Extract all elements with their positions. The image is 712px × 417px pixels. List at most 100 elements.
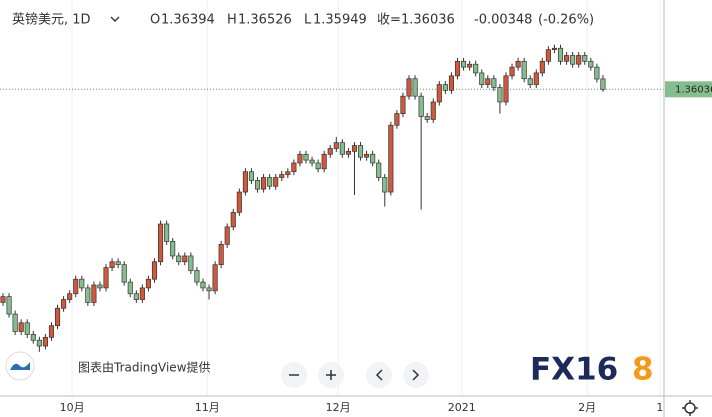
candle-body: [91, 284, 97, 303]
candle-body: [527, 78, 533, 85]
candle-body: [121, 264, 127, 283]
price-tag: 1.36036: [665, 81, 712, 98]
candle-body: [0, 296, 6, 303]
candle-body: [115, 261, 121, 266]
candle-body: [594, 66, 600, 80]
candle-body: [533, 72, 539, 85]
candle-body: [12, 313, 18, 332]
candle-body: [454, 60, 461, 77]
candle-body: [261, 177, 267, 190]
high-value: 1.36526: [238, 13, 292, 28]
candle-body: [497, 87, 503, 103]
candle-body: [430, 101, 436, 120]
candle-body: [42, 336, 48, 347]
logo-accent: 8: [632, 352, 654, 388]
scroll-left-button[interactable]: [366, 362, 392, 388]
candle-body: [406, 78, 412, 97]
tradingview-badge: 图表由TradingView提供: [5, 351, 211, 381]
zoom-controls: [281, 362, 429, 388]
candle-body: [442, 84, 448, 91]
candle-body: [327, 148, 333, 155]
candle-body: [582, 55, 588, 62]
candle-body: [97, 284, 103, 289]
low-label: L: [304, 13, 312, 28]
x-tick-label: 12月: [326, 401, 351, 414]
candle-body: [564, 55, 570, 62]
symbol: 英镑美元, 1D: [12, 12, 91, 28]
change-percent: (-0.26%): [538, 13, 594, 28]
candle-body: [230, 212, 236, 228]
candle-body: [67, 293, 73, 300]
candle-body: [461, 60, 467, 68]
candle-body: [351, 145, 358, 152]
logo-main: FX16: [530, 352, 618, 388]
candle-body: [309, 159, 315, 164]
high-label: H: [227, 13, 237, 28]
x-tick-label: 10月: [60, 401, 85, 414]
candle-body: [200, 281, 206, 289]
candle-body: [6, 296, 12, 315]
candle-body: [242, 171, 248, 193]
candle-body: [224, 226, 230, 245]
x-tick-label: 2月: [578, 401, 596, 414]
candle-body: [503, 75, 509, 103]
candle-body: [30, 334, 36, 341]
candle-body: [588, 60, 594, 68]
scroll-right-button[interactable]: [403, 362, 429, 388]
candle-body: [109, 261, 115, 268]
candle-body: [333, 142, 339, 149]
low-value: 1.35949: [313, 13, 367, 28]
candle-body: [339, 142, 345, 155]
candle-body: [539, 60, 545, 74]
watermark: 图表由TradingView提供: [78, 360, 211, 375]
candle-body: [176, 255, 182, 263]
candle-body: [376, 162, 382, 178]
candle-body: [521, 60, 527, 80]
close-value: 1.36036: [401, 13, 455, 28]
x-tick-label: 1: [656, 401, 663, 414]
candle-body: [418, 95, 424, 117]
candle-body: [212, 264, 218, 292]
candle-body: [145, 278, 151, 289]
candle-body: [206, 287, 212, 292]
candle-body: [479, 72, 485, 85]
right-icon: [412, 369, 420, 381]
x-tick-label: 11月: [195, 401, 220, 414]
candle-body: [382, 177, 388, 193]
candle-body: [297, 153, 303, 164]
last-price-bg: [665, 81, 712, 98]
candle-body: [170, 241, 176, 257]
candle-body: [515, 60, 521, 68]
candle-body: [236, 191, 242, 213]
last-price-label: 1.36036: [675, 84, 712, 95]
candle-body: [600, 78, 606, 90]
open-label: O: [150, 13, 160, 28]
candle-body: [285, 171, 291, 175]
left-icon: [375, 369, 383, 381]
candle-body: [73, 278, 79, 295]
candle-body: [133, 293, 139, 300]
candle-body: [36, 339, 42, 347]
candle-body: [570, 55, 576, 65]
tv-logo: [10, 362, 30, 370]
dropdown-chevron[interactable]: [110, 16, 120, 22]
candle-body: [491, 78, 497, 88]
candle-body: [194, 270, 200, 283]
candle-body: [164, 223, 170, 242]
candle-body: [291, 162, 297, 173]
candle-body: [85, 287, 91, 303]
candle-body: [345, 151, 351, 155]
candle-body: [448, 75, 454, 91]
candle-body: [267, 177, 273, 187]
fx168-logo: FX16 8: [530, 352, 654, 388]
candle-body: [103, 267, 109, 289]
candle-body: [182, 255, 188, 263]
candle-body: [412, 78, 418, 97]
x-tick-label: 2021: [448, 401, 476, 414]
candle-body: [400, 95, 406, 114]
candle-body: [473, 63, 479, 74]
candle-body: [424, 116, 430, 120]
candle-body: [321, 153, 327, 170]
